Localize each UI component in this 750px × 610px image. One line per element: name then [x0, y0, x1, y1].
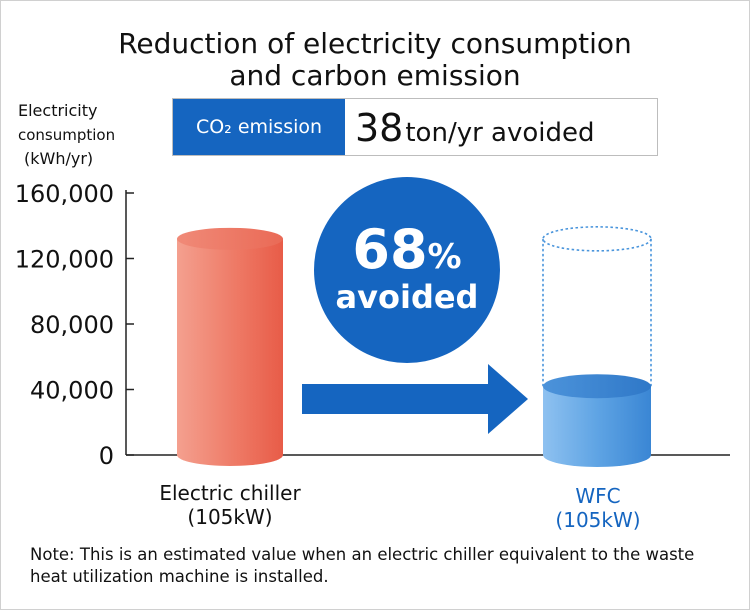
reduction-arrow: [302, 364, 528, 434]
category-label-wfc: WFC: [575, 484, 621, 508]
co2-emission-tag: CO₂ emission: [173, 99, 345, 155]
chart-title-line-1: Reduction of electricity consumption: [118, 27, 632, 60]
reduction-callout: 68% avoided: [314, 177, 500, 363]
chart-title-line-2: and carbon emission: [229, 59, 521, 92]
bar-electric-chiller-body: [177, 238, 283, 466]
reduction-callout-circle: [314, 177, 500, 363]
y-axis-label-line-2: consumption: [18, 126, 116, 144]
reduction-avoided-text: avoided: [336, 278, 479, 316]
wfc-outline-top: [542, 226, 652, 252]
y-tick-label: 160,000: [15, 180, 114, 208]
y-axis-label-line-1: Electricity: [18, 101, 98, 120]
co2-emission-value: 38 ton/yr avoided: [345, 99, 657, 155]
y-tick-label: 0: [99, 442, 114, 470]
category-sublabel-wfc: (105kW): [555, 508, 641, 532]
bar-wfc: [543, 374, 651, 467]
y-axis-label-line-3: (kWh/yr): [24, 149, 94, 168]
bar-electric-chiller-top: [177, 227, 283, 250]
y-tick-label: 40,000: [30, 377, 114, 405]
bar-electric-chiller: [177, 227, 283, 466]
reduction-percent: 68%: [352, 218, 461, 281]
category-label-electric-chiller: Electric chiller: [159, 481, 301, 505]
y-tick-label: 120,000: [15, 246, 114, 274]
co2-emission-box: CO₂ emission 38 ton/yr avoided: [172, 98, 658, 156]
wfc-reference-outline: [542, 226, 652, 387]
co2-value-number: 38: [355, 106, 404, 150]
category-sublabel-electric-chiller: (105kW): [187, 505, 273, 529]
footnote: Note: This is an estimated value when an…: [30, 545, 695, 586]
y-tick-label: 80,000: [30, 311, 114, 339]
co2-value-unit: ton/yr avoided: [405, 118, 595, 148]
y-ticks: 0 40,000 80,000 120,000 160,000: [15, 180, 134, 470]
bar-wfc-top: [543, 374, 651, 399]
bar-wfc-body: [543, 386, 651, 467]
